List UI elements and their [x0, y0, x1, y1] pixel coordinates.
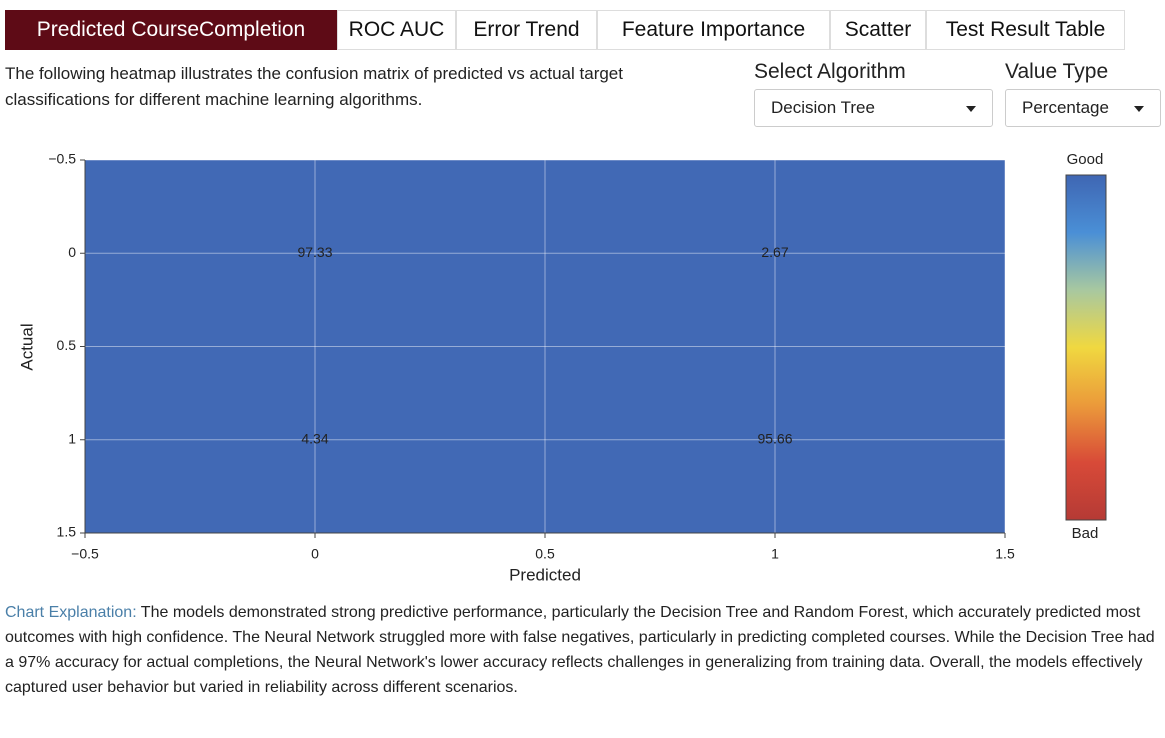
colorbar-top-label: Good	[1067, 151, 1104, 168]
colorbar	[1065, 174, 1107, 521]
y-axis-label: Actual	[17, 323, 36, 370]
y-tick-label: 1.5	[57, 524, 77, 540]
y-tick-label: −0.5	[48, 151, 76, 167]
cell-value-label: 97.33	[297, 244, 332, 260]
control-label: Select Algorithm	[754, 60, 906, 83]
x-tick-label: 0.5	[535, 546, 555, 562]
y-tick-label: 1	[68, 430, 76, 446]
tab[interactable]: ROC AUC	[337, 10, 456, 50]
x-tick-label: 1	[771, 546, 779, 562]
x-tick-label: 0	[311, 546, 319, 562]
heatmap-cell	[85, 346, 545, 533]
chart: Predicted Actual Good Bad 97.33 2.67 4.34 9…	[17, 151, 1107, 584]
x-tick-label: 1.5	[995, 546, 1015, 562]
y-tick-label: 0.5	[57, 337, 77, 353]
tab-bar: Predicted CourseCompletion ROC AUC Error…	[5, 10, 1125, 50]
x-tick-label: −0.5	[71, 546, 99, 562]
tab[interactable]: Feature Importance	[597, 10, 830, 50]
tab[interactable]: Scatter	[830, 10, 926, 50]
explanation-text: The models demonstrated strong predictiv…	[5, 604, 1155, 696]
cell-value-label: 2.67	[761, 244, 788, 260]
cell-value-label: 95.66	[757, 430, 792, 446]
description: The following heatmap illustrates the co…	[5, 64, 623, 109]
algorithm-select[interactable]: Decision Tree	[754, 89, 993, 127]
tab[interactable]: Error Trend	[456, 10, 597, 50]
x-axis-label: Predicted	[509, 565, 581, 584]
tab[interactable]: Predicted CourseCompletion	[5, 10, 337, 50]
chart-explanation: Chart Explanation: The models demonstrat…	[5, 600, 1160, 700]
heatmap-cell	[85, 160, 545, 347]
cell-value-label: 4.34	[301, 430, 328, 446]
heatmap-cell	[545, 346, 1005, 533]
control-label: Value Type	[1005, 60, 1109, 83]
y-tick-label: 0	[68, 244, 76, 260]
tab[interactable]: Test Result Table	[926, 10, 1125, 50]
heatmap-cell	[545, 160, 1005, 347]
value-type-select[interactable]: Percentage	[1005, 89, 1161, 127]
colorbar-bottom-label: Bad	[1072, 525, 1099, 542]
explanation-label: Chart Explanation:	[5, 604, 137, 621]
